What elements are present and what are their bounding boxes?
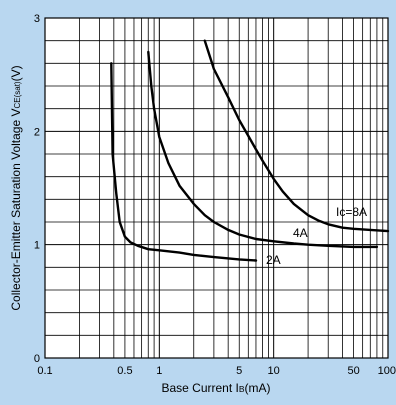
- series-label-4a: 4A: [293, 226, 308, 240]
- x-axis-label-unit: (mA): [245, 381, 271, 395]
- y-tick-label: 3: [34, 13, 40, 25]
- x-tick-label: 10: [268, 365, 280, 377]
- x-axis-label-main: Base Current I: [161, 381, 238, 395]
- x-tick-label: 1: [156, 365, 162, 377]
- series-line-0: [110, 62, 258, 262]
- series-line-1: [147, 50, 379, 249]
- series-line-2: [203, 39, 390, 233]
- plot-background: [44, 17, 389, 359]
- x-tick-label: 0.5: [117, 365, 132, 377]
- series-label-2a: 2A: [266, 253, 281, 267]
- tick-labels: 0.1 0.5 1 5 10 50 100 0 1 2 3: [34, 13, 396, 377]
- x-axis-label-sub: B: [239, 384, 245, 394]
- y-axis-label: Collector-Emitter Saturation Voltage VCE…: [9, 65, 23, 310]
- y-tick-label: 1: [34, 240, 40, 252]
- y-axis-label-main: Collector-Emitter Saturation Voltage V: [9, 109, 23, 311]
- x-axis-label: Base Current IB(mA): [161, 381, 270, 395]
- y-tick-label: 0: [34, 353, 40, 365]
- y-tick-label: 2: [34, 126, 40, 138]
- series-layer: [110, 39, 390, 262]
- x-tick-label: 0.1: [37, 365, 52, 377]
- y-axis-label-sub: CE(sat): [13, 81, 22, 108]
- x-tick-label: 100: [378, 365, 396, 377]
- grid-lines: [45, 18, 388, 358]
- x-tick-label: 50: [347, 365, 359, 377]
- series-labels: 2A 4A Ic=8A: [266, 205, 367, 267]
- series-label-8a: Ic=8A: [336, 205, 367, 219]
- y-axis-label-unit: (V): [9, 65, 23, 81]
- plot-frame: [44, 17, 389, 359]
- x-tick-label: 5: [236, 365, 242, 377]
